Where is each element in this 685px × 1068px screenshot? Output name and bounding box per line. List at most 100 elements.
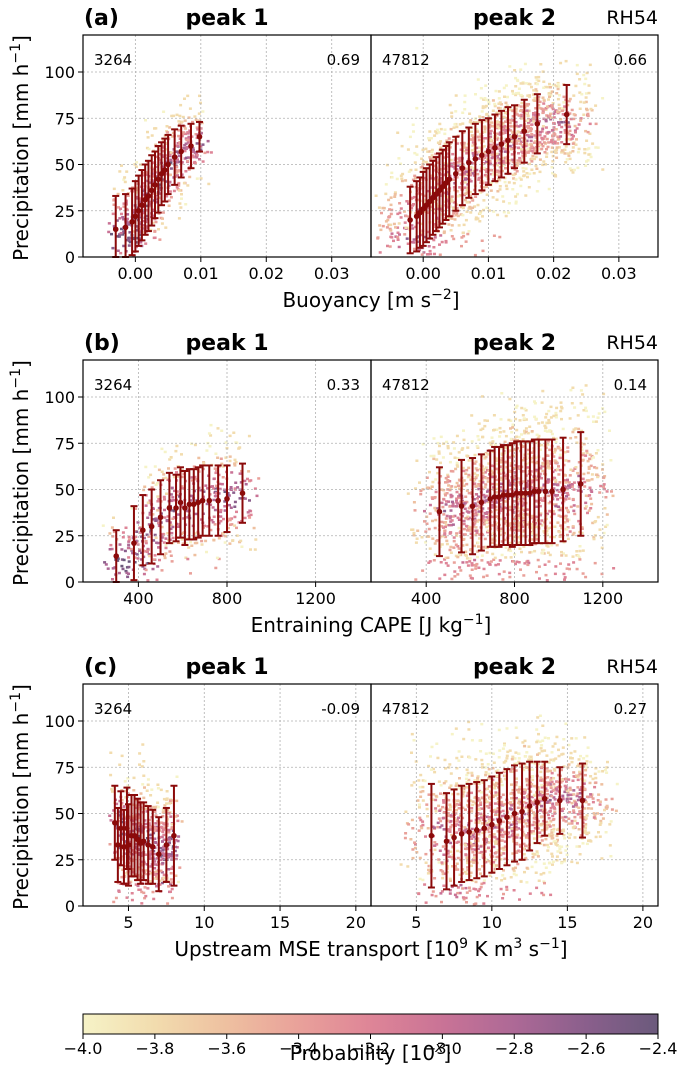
errorbar [199, 464, 207, 537]
mean-point [129, 219, 135, 225]
mean-point [500, 492, 507, 498]
y-tick-label: 25 [55, 851, 75, 870]
errorbar [435, 466, 443, 558]
errorbar [495, 445, 503, 548]
x-tick-label: 20 [346, 913, 366, 932]
mean-point [162, 167, 168, 173]
errorbar [541, 760, 549, 837]
errorbar [559, 436, 567, 543]
mean-point [407, 217, 413, 223]
x-tick-label: 400 [411, 589, 442, 608]
errorbar [526, 760, 534, 852]
mean-point [428, 832, 435, 839]
errorbar [478, 119, 486, 192]
mean-point [527, 490, 533, 497]
density-heatmap [399, 714, 619, 906]
errorbar [473, 781, 481, 880]
mean-point [522, 490, 529, 497]
y-tick-label: 50 [55, 156, 75, 175]
mean-point [443, 180, 449, 186]
mean-point [125, 842, 132, 848]
mean-point [215, 497, 221, 504]
mean-point [549, 488, 555, 495]
mean-point [452, 170, 459, 177]
mean-point [519, 808, 525, 815]
errorbar [205, 464, 213, 537]
errorbar [413, 180, 421, 253]
mean-point [458, 503, 465, 509]
mean-point [188, 143, 194, 149]
sample-count: 3264 [94, 51, 132, 69]
x-tick-label: 1200 [295, 589, 336, 608]
mean-point [518, 490, 524, 497]
correlation-value: 0.27 [614, 700, 647, 718]
mean-point [132, 213, 139, 220]
colorbar-tick-label: −2.4 [639, 1039, 678, 1058]
panel-letter: (c) [84, 655, 117, 680]
panel-1: (a) RH54 Precipitation [mm h−1] peak 1 3264 0… [8, 6, 659, 312]
errorbar [497, 109, 505, 179]
axes-frame [370, 34, 659, 258]
subplot-title: peak 2 [473, 331, 556, 356]
errorbar [477, 453, 485, 552]
mean-point [511, 133, 518, 140]
x-tick-label: 15 [557, 913, 577, 932]
mean-point [526, 803, 533, 809]
errorbar [155, 816, 163, 893]
mean-point [466, 159, 472, 166]
errorbar [158, 141, 166, 207]
errorbar [556, 766, 564, 835]
errorbar [214, 464, 222, 537]
errorbar [578, 762, 586, 839]
mean-point [121, 844, 127, 850]
errorbar [406, 185, 414, 255]
mean-point [155, 851, 162, 857]
rh-label: RH54 [606, 7, 658, 29]
mean-point [178, 148, 184, 155]
x-tick-label: 800 [499, 589, 530, 608]
mean-point [182, 505, 188, 511]
subplot-2: peak 2 47812 0.27 5 10 15 20 [370, 655, 659, 932]
colorbar-tick-label: −3.2 [351, 1039, 390, 1058]
errorbar [176, 466, 184, 539]
errorbar [465, 126, 473, 199]
subplot-title: peak 1 [185, 655, 268, 680]
mean-point [531, 488, 538, 495]
correlation-value: -0.09 [321, 700, 360, 718]
y-tick-label: 50 [55, 481, 75, 500]
mean-point [131, 540, 137, 546]
y-tick-label: 100 [44, 712, 75, 731]
mean-point [417, 209, 423, 216]
errorbar [503, 768, 511, 867]
y-tick-label: 75 [55, 109, 75, 128]
mean-point [165, 161, 171, 168]
mean-point [496, 494, 502, 500]
colorbar-tick-label: −3.8 [135, 1039, 174, 1058]
errorbar [563, 83, 571, 146]
mean-point [579, 797, 586, 804]
mean-point [577, 481, 584, 487]
mean-point [509, 492, 516, 498]
mean-point [560, 486, 566, 493]
mean-point [113, 553, 120, 559]
mean-point [190, 501, 197, 508]
errorbar [149, 808, 157, 885]
mean-point [177, 499, 184, 506]
y-tick-label: 0 [65, 248, 75, 267]
errorbar [223, 464, 231, 534]
mean-point [521, 128, 528, 134]
errorbar [144, 159, 152, 233]
y-axis-label: Precipitation [mm h−1] [8, 684, 33, 910]
errorbar [511, 104, 518, 170]
colorbar-tick-label: −3.0 [423, 1039, 462, 1058]
mean-point [426, 198, 433, 205]
subplot-title: peak 2 [473, 6, 556, 31]
x-tick-label: 5 [411, 913, 421, 932]
y-tick-label: 25 [55, 202, 75, 221]
mean-point [139, 202, 145, 208]
mean-point [433, 191, 440, 197]
errorbar [465, 782, 473, 882]
mean-point [157, 514, 164, 521]
mean-point [487, 495, 494, 502]
